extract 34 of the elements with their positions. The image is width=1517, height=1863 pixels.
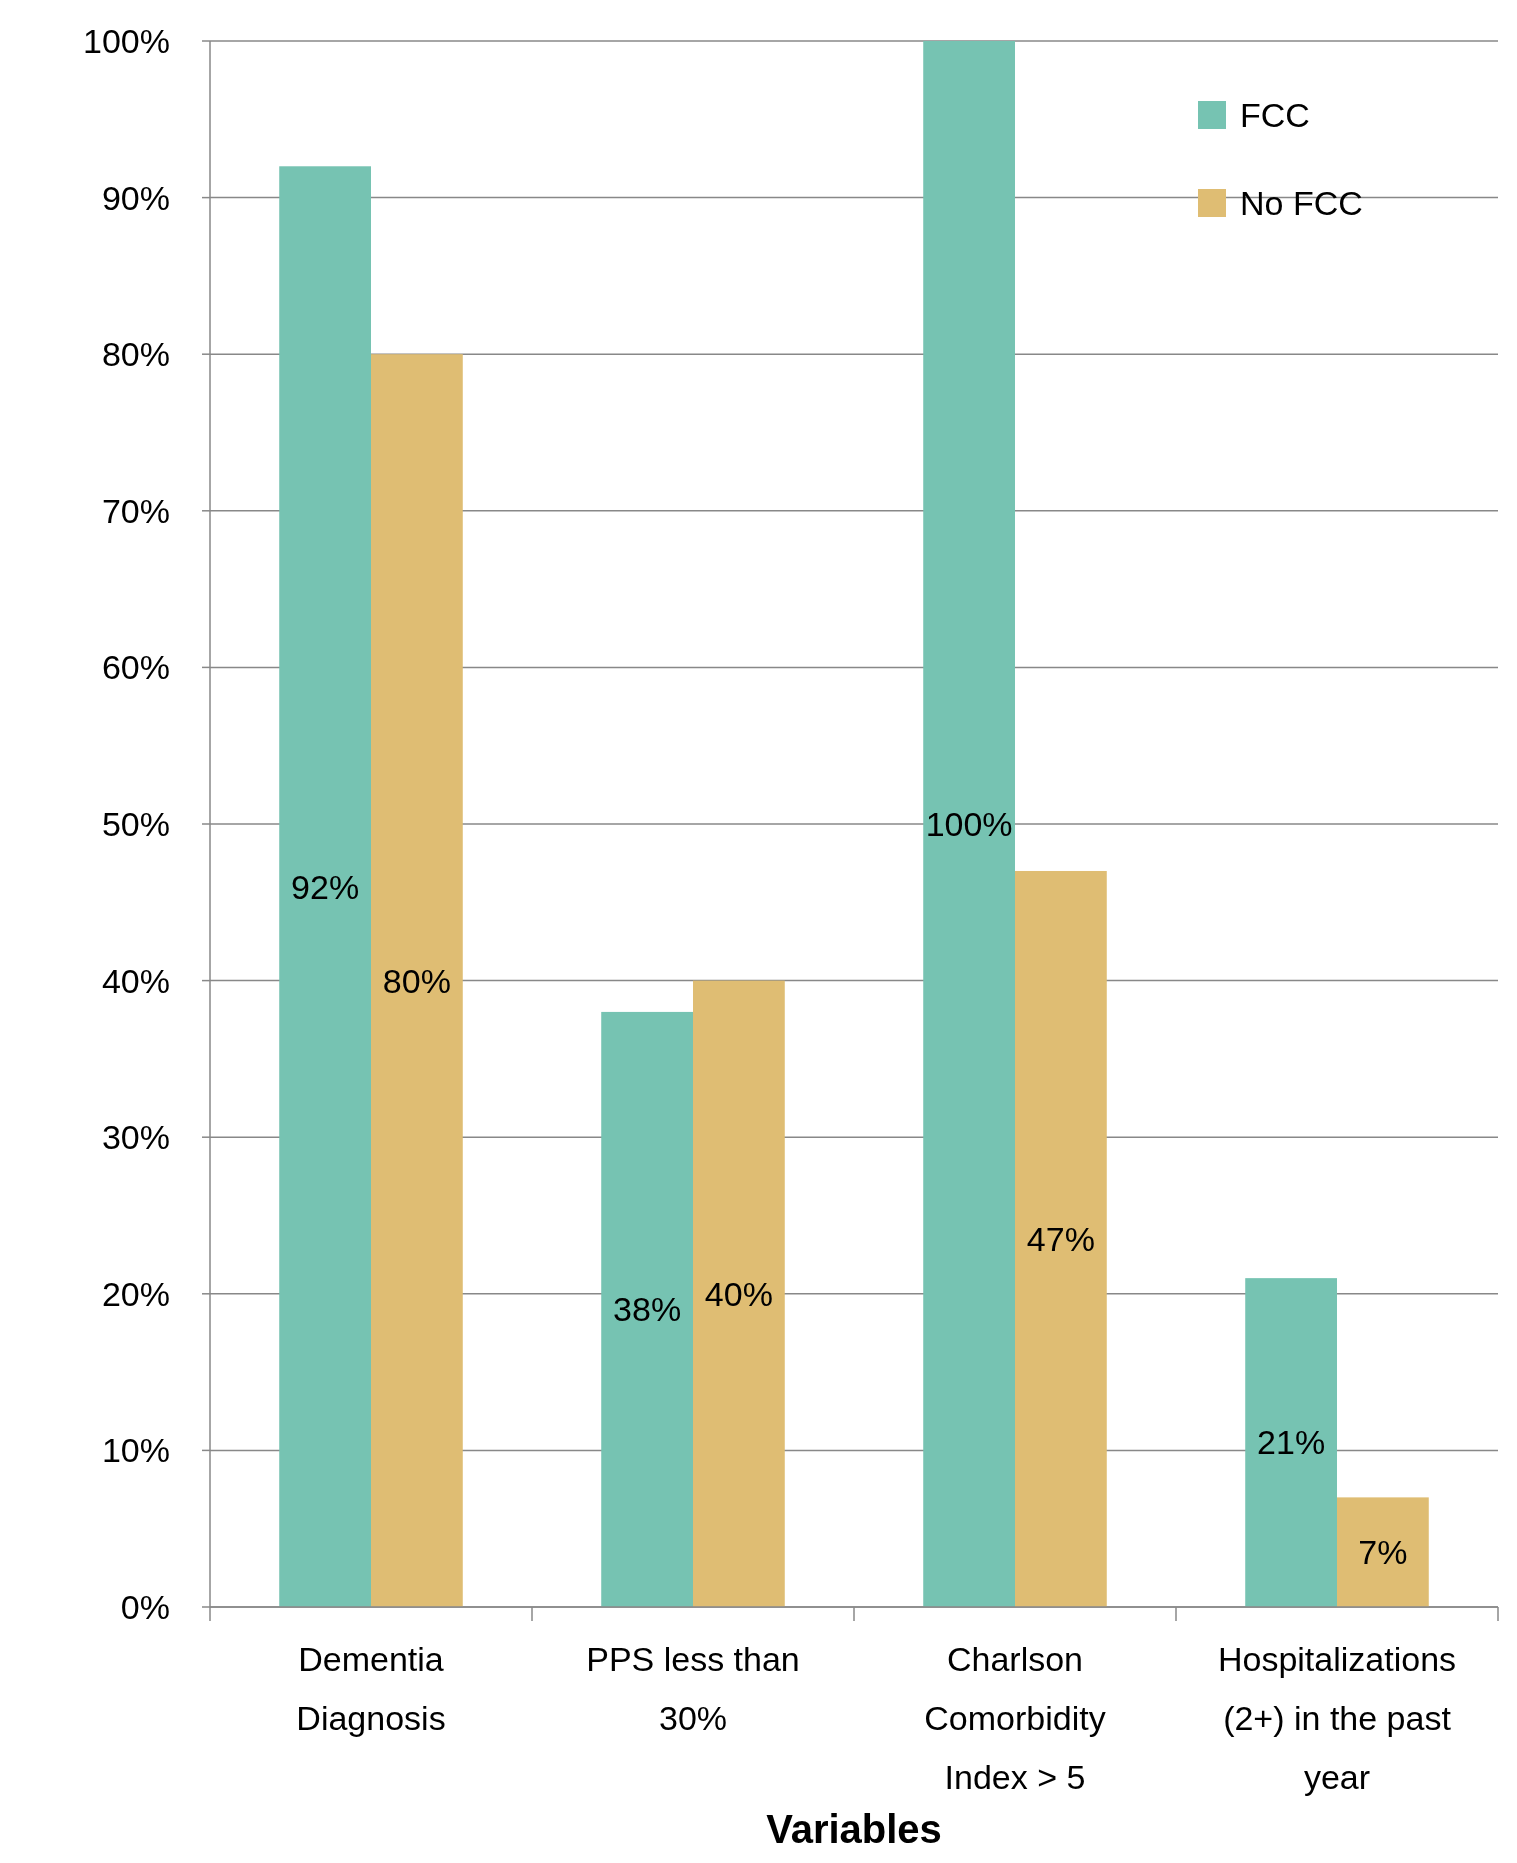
bar: [1245, 1278, 1337, 1607]
y-tick-label: 60%: [101, 648, 170, 687]
data-label: 38%: [613, 1290, 682, 1329]
legend-label: FCC: [1240, 95, 1310, 134]
data-label: 100%: [925, 804, 1013, 843]
x-tick-label: Dementia Diagnosis: [296, 1640, 446, 1737]
data-label: 40%: [704, 1274, 773, 1313]
y-tick-label: 70%: [101, 491, 170, 530]
y-tick-label: 40%: [101, 961, 170, 1000]
y-tick-label: 50%: [101, 804, 170, 843]
x-tick-label: Hospitalizations (2+) in the past year: [1217, 1640, 1457, 1796]
data-label: 80%: [382, 961, 451, 1000]
data-label: 21%: [1257, 1423, 1326, 1462]
data-label: 7%: [1358, 1533, 1408, 1572]
data-label: 92%: [291, 867, 360, 906]
bar: [371, 354, 463, 1607]
bar: [1337, 1497, 1429, 1607]
y-tick-label: 90%: [101, 178, 170, 217]
x-axis-title: Variables: [766, 1807, 942, 1851]
bar: [693, 980, 785, 1607]
legend-label: No FCC: [1240, 183, 1363, 222]
y-tick-label: 80%: [101, 335, 170, 374]
bar: [1015, 870, 1107, 1607]
x-tick-label: Charlson Comorbidity Index > 5: [924, 1640, 1106, 1796]
x-tick-label: PPS less than 30%: [586, 1640, 800, 1737]
bar: [601, 1011, 693, 1607]
y-tick-label: 0%: [120, 1587, 170, 1626]
y-tick-label: 100%: [83, 21, 170, 60]
y-tick-label: 10%: [101, 1431, 170, 1470]
data-label: 47%: [1026, 1219, 1095, 1258]
y-tick-label: 30%: [101, 1118, 170, 1157]
y-tick-label: 20%: [101, 1274, 170, 1313]
bar: [923, 41, 1015, 1607]
bar: [279, 166, 371, 1607]
